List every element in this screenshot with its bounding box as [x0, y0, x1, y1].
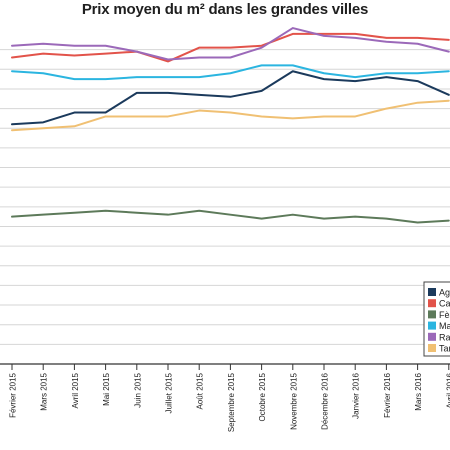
chart-title: Prix moyen du m² dans les grandes villes — [81, 1, 369, 18]
series-line-fs — [11, 209, 450, 224]
legend-label: Tar — [439, 344, 450, 354]
x-tick-label: Avril 2016 — [445, 372, 450, 408]
x-tick-label: Mai 2015 — [102, 372, 111, 405]
x-tick-label: Décembre 2016 — [321, 372, 330, 429]
x-tick-label: Avril 2015 — [71, 372, 80, 408]
x-tick-label: Août 2015 — [196, 372, 205, 409]
legend-swatch — [428, 310, 436, 319]
x-tick-label: Octobre 2015 — [258, 372, 267, 421]
x-tick-label: Septembre 2015 — [227, 372, 236, 432]
x-tick-label: Janvier 2016 — [352, 372, 361, 418]
legend-label: Fès — [439, 310, 450, 320]
legend-swatch — [428, 332, 436, 341]
series-line-tanger — [11, 99, 450, 132]
x-tick-label: Février 2015 — [9, 372, 18, 417]
legend-swatch — [428, 288, 436, 296]
series-line-agadir — [11, 70, 450, 126]
legend-label: Rab — [439, 332, 450, 342]
x-axis-ticks: Février 2015 Mars 2015 Avril 2015 Mai 2015 J… — [9, 364, 450, 432]
legend-swatch — [428, 299, 436, 308]
x-tick-label: Février 2016 — [383, 372, 392, 417]
x-tick-label: Mars 2016 — [414, 372, 423, 410]
x-tick-label: Novembre 2015 — [289, 372, 298, 429]
legend-label: Cas — [439, 299, 450, 309]
x-tick-label: Juin 2015 — [133, 372, 142, 407]
x-tick-label: Juillet 2015 — [165, 372, 174, 413]
gridlines — [0, 49, 450, 345]
series-line-rabat — [11, 27, 450, 61]
series-line-casablanca — [11, 32, 450, 63]
legend: AgaCasFèsMaRab Tar — [423, 281, 450, 357]
series-lines — [11, 27, 450, 224]
legend-label: Ma — [439, 321, 450, 331]
legend-label: Aga — [439, 288, 450, 298]
legend-swatch — [428, 344, 436, 352]
x-tick-label: Mars 2015 — [40, 372, 49, 410]
series-line-marrakech — [11, 64, 450, 81]
legend-swatch — [428, 321, 436, 330]
